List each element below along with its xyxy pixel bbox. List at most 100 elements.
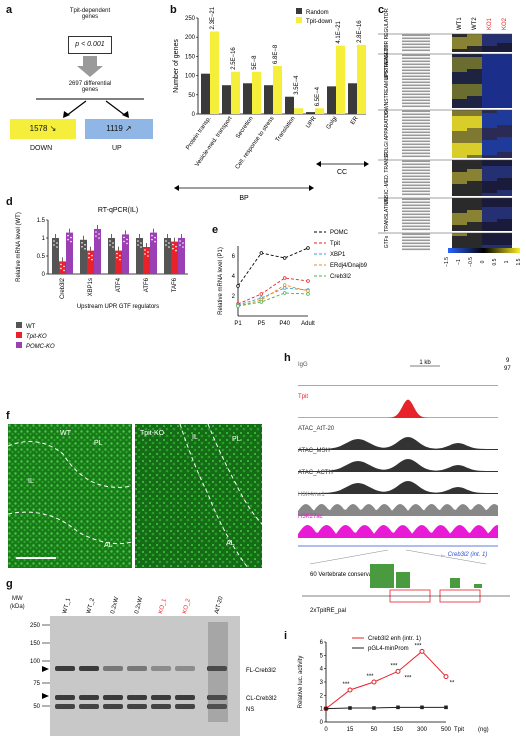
e-ylabel: Relative mRNA level (P1) (218, 247, 224, 315)
d-bar (178, 238, 185, 274)
c-heatmap-cell (497, 190, 512, 193)
c-heatmap-cell (482, 160, 497, 163)
c-heatmap-cell (467, 102, 482, 105)
h-conservation-block (370, 564, 394, 588)
i-xtick-label: 300 (417, 727, 428, 733)
c-heatmap-cell (467, 78, 482, 81)
c-heatmap-cell (482, 163, 497, 166)
chart-d-group: RT-qPCR(IL) 0 0.5 1 1.5 Relative mRNA level (… (16, 207, 188, 350)
h-zoom-line (309, 549, 389, 565)
c-heatmap-cell (452, 166, 467, 169)
c-heatmap-cell (482, 201, 497, 204)
i-point (420, 705, 424, 710)
c-heatmap-cell (497, 219, 512, 222)
d-bar (143, 247, 150, 274)
c-gene-name-glyph (402, 102, 430, 105)
c-heatmap-cell (467, 190, 482, 193)
e-xtick-label: Adult (301, 321, 315, 327)
down-arrow-icon (77, 56, 103, 77)
d-bar (164, 238, 171, 274)
c-gene-name-glyph (402, 210, 430, 213)
c-heatmap-cell (482, 210, 497, 213)
d-point (60, 267, 62, 270)
c-group-label: GOLGI APPARATUS (384, 110, 390, 157)
e-point (282, 276, 287, 280)
d-point (126, 238, 128, 241)
i-ytick-label: 3 (320, 680, 324, 686)
heatmap-c: WT1 WT2 KO1 KO2 UPSTREAM UPR REGULATORSDOWNS… (378, 8, 522, 267)
panel-a-title-line2: genes (81, 14, 99, 20)
c-heatmap-cell (452, 207, 467, 210)
d-point (154, 236, 156, 239)
h-conservation-block (474, 584, 482, 588)
h-track-signal (298, 437, 498, 450)
c-heatmap-cell (497, 181, 512, 184)
c-heatmap-cell (452, 239, 467, 242)
c-heatmap-cell (452, 134, 467, 137)
c-heatmap-cell (497, 216, 512, 219)
c-heatmap-cell (497, 207, 512, 210)
g-lane-label: 0.2xWT_1 (110, 596, 123, 615)
g-lane-label: KO_2 (182, 598, 192, 615)
c-heatmap-cell (452, 81, 467, 84)
c-group-label: VESIC.-MED. TRANSP. (384, 152, 390, 205)
c-heatmap-cell (452, 78, 467, 81)
c-heatmap-cell (452, 146, 467, 149)
i-ytick-label: 1 (320, 707, 324, 713)
c-heatmap-cell (452, 84, 467, 87)
d-point (175, 249, 177, 252)
c-heatmap-cell (467, 63, 482, 66)
c-heatmap-cell (452, 125, 467, 128)
c-heatmap-cell (467, 213, 482, 216)
c-heatmap-cell (467, 40, 482, 43)
c-heatmap-cell (467, 140, 482, 143)
c-scale-tick: 1 (504, 260, 510, 263)
c-heatmap-cell (497, 143, 512, 146)
c-heatmap-cell (467, 49, 482, 52)
g-band-fl (127, 666, 147, 671)
up-genes-box: 1119 ↗ (85, 119, 153, 139)
c-heatmap-cell (482, 222, 497, 225)
h-track-signal (298, 525, 498, 538)
d-point (172, 243, 174, 246)
e-legend-label: XBP1 (330, 252, 346, 258)
c-heatmap-cell (467, 160, 482, 163)
b-ytick-label: 150 (185, 54, 196, 60)
c-heatmap-cell (497, 102, 512, 105)
c-heatmap-cell (452, 204, 467, 207)
c-gene-name-glyph (402, 37, 430, 40)
d-point (84, 244, 86, 246)
c-column-label: KO2 (502, 17, 508, 30)
c-heatmap-cell (467, 96, 482, 99)
c-heatmap-cell (452, 63, 467, 66)
c-gene-name-glyph (402, 178, 430, 181)
c-heatmap-cell (467, 155, 482, 158)
i-significance-label: *** (366, 674, 374, 680)
c-heatmap-cell (467, 128, 482, 131)
c-heatmap-cell (452, 210, 467, 213)
f-pl-label: PL (94, 440, 103, 447)
c-heatmap-cell (452, 155, 467, 158)
c-gene-name-glyph (402, 228, 430, 231)
c-heatmap-cell (467, 125, 482, 128)
c-heatmap-cell (452, 116, 467, 119)
d-point (147, 255, 149, 257)
c-heatmap-cell (452, 149, 467, 152)
c-heatmap-cell (497, 119, 512, 122)
d-category-label: XBP1s (88, 278, 94, 296)
c-heatmap-cell (497, 210, 512, 213)
b-category-label: ER (350, 115, 360, 126)
mw-label: MW (12, 596, 23, 602)
e-point (282, 256, 287, 260)
d-point (165, 244, 167, 246)
c-heatmap-cell (452, 222, 467, 225)
d-category-label: TAF6 (172, 277, 178, 292)
c-gene-name-glyph (402, 155, 430, 158)
b-bp-arrowhead (309, 185, 314, 191)
d-point (81, 242, 83, 244)
c-heatmap-cell (482, 204, 497, 207)
c-scale-tick: 0 (480, 260, 486, 263)
c-heatmap-cell (467, 84, 482, 87)
c-heatmap-cell (497, 131, 512, 134)
